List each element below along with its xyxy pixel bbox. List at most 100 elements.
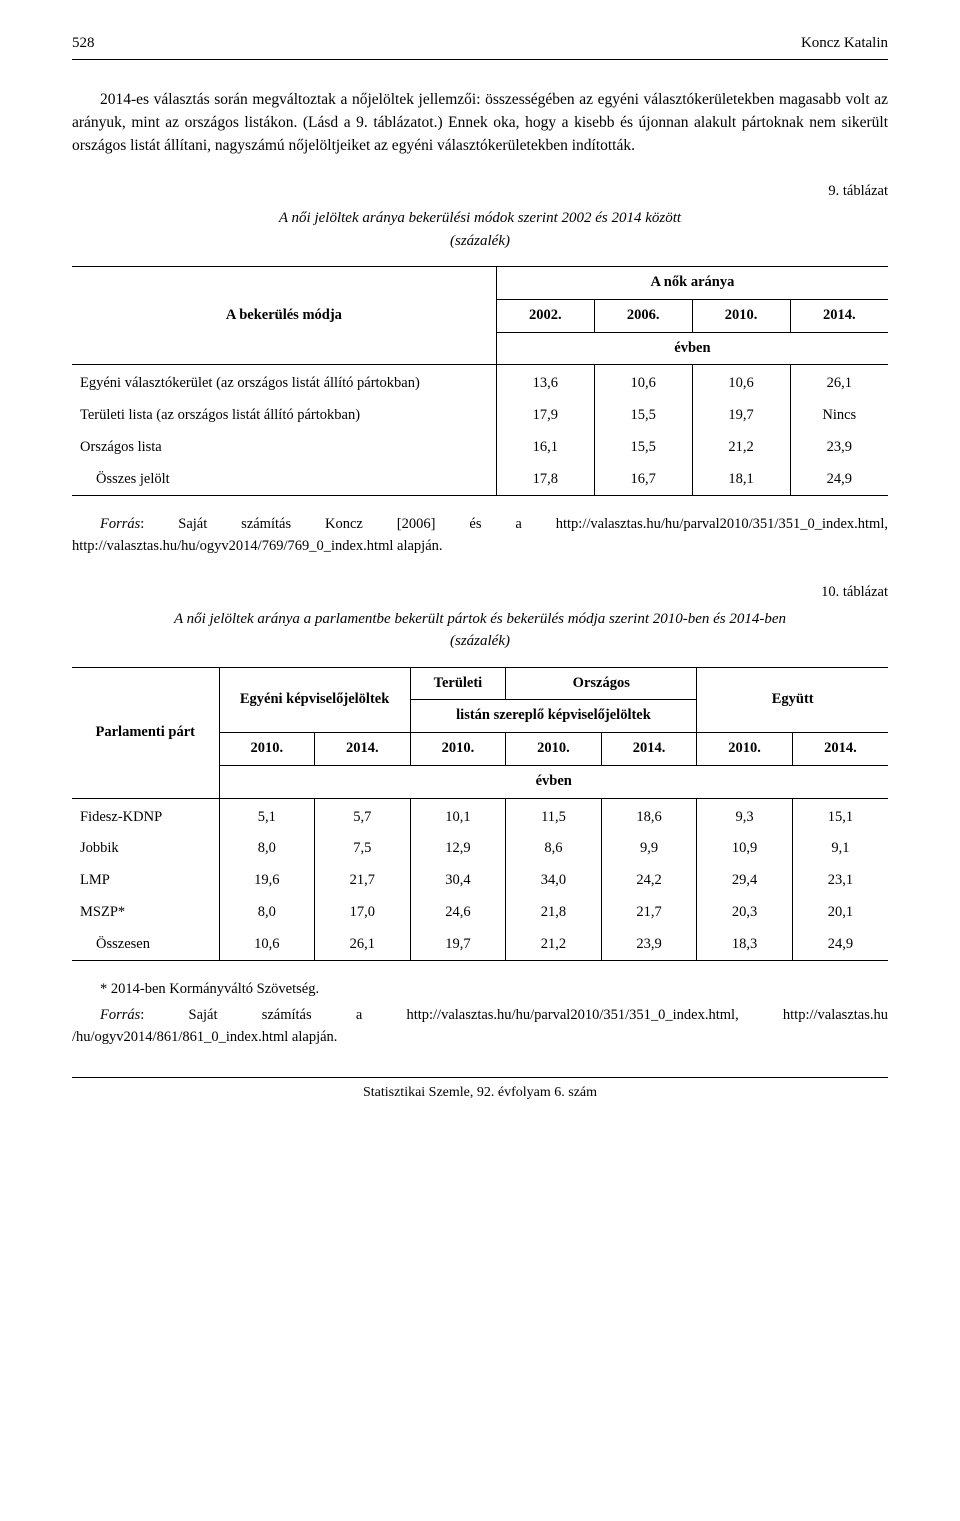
- table10-cell: 7,5: [315, 833, 411, 865]
- table9-cell: 15,5: [594, 400, 692, 432]
- source1-text: : Saját számítás Koncz [2006] és a http:…: [72, 516, 888, 554]
- table10-cell: 8,0: [219, 833, 315, 865]
- table10-cell: 21,2: [506, 929, 602, 961]
- table10-cell: 21,7: [315, 865, 411, 897]
- table10-rowlabel: Összesen: [72, 929, 219, 961]
- table9-cell: 10,6: [594, 365, 692, 400]
- table10-cell: 10,6: [219, 929, 315, 961]
- source1-label: Forrás: [100, 516, 140, 532]
- table9-cell: 26,1: [790, 365, 888, 400]
- table10-cell: 15,1: [792, 798, 888, 833]
- table10-rowlabel: Jobbik: [72, 833, 219, 865]
- table9-source: Forrás: Saját számítás Koncz [2006] és a…: [72, 514, 888, 558]
- body-paragraph-1: 2014-es választás során megváltoztak a n…: [72, 88, 888, 158]
- table10-y6: 2014.: [792, 733, 888, 766]
- source2-text: : Saját számítás a http://valasztas.hu/h…: [72, 1007, 888, 1045]
- table9-title: A női jelöltek aránya bekerülési módok s…: [72, 207, 888, 252]
- table9-cell: 16,1: [496, 432, 594, 464]
- table-row: Összes jelölt17,816,718,124,9: [72, 464, 888, 496]
- table9-year-2: 2010.: [692, 299, 790, 332]
- table10-cell: 34,0: [506, 865, 602, 897]
- table10-cell: 29,4: [697, 865, 793, 897]
- table9-cell: 24,9: [790, 464, 888, 496]
- table9-cell: 13,6: [496, 365, 594, 400]
- table10-cell: 12,9: [410, 833, 506, 865]
- table-row: LMP19,621,730,434,024,229,423,1: [72, 865, 888, 897]
- table10-cell: 20,3: [697, 897, 793, 929]
- table9-rowheader: A bekerülés módja: [72, 267, 496, 365]
- table9-cell: 10,6: [692, 365, 790, 400]
- table10-cell: 10,1: [410, 798, 506, 833]
- table10-cell: 20,1: [792, 897, 888, 929]
- table10-group2-sub: listán szereplő képviselőjelöltek: [410, 700, 697, 733]
- page-footer: Statisztikai Szemle, 92. évfolyam 6. szá…: [72, 1077, 888, 1103]
- table10-rowheader: Parlamenti párt: [72, 667, 219, 798]
- table-row: Fidesz-KDNP5,15,710,111,518,69,315,1: [72, 798, 888, 833]
- table9-year-1: 2006.: [594, 299, 692, 332]
- table10-cell: 21,8: [506, 897, 602, 929]
- table10-cell: 9,3: [697, 798, 793, 833]
- table10: Parlamenti párt Egyéni képviselőjelöltek…: [72, 667, 888, 962]
- table9-subhead: évben: [496, 332, 888, 365]
- table10-cell: 11,5: [506, 798, 602, 833]
- table10-y5: 2010.: [697, 733, 793, 766]
- table10-title: A női jelöltek aránya a parlamentbe beke…: [72, 608, 888, 653]
- table10-cell: 17,0: [315, 897, 411, 929]
- table10-y1: 2014.: [315, 733, 411, 766]
- table10-source: Forrás: Saját számítás a http://valaszta…: [72, 1005, 888, 1049]
- table10-group-teruleti: Területi: [410, 667, 506, 700]
- table9-cell: Nincs: [790, 400, 888, 432]
- table10-cell: 9,1: [792, 833, 888, 865]
- table9-rowlabel: Országos lista: [72, 432, 496, 464]
- table10-cell: 9,9: [601, 833, 697, 865]
- table10-title-line2: (százalék): [450, 633, 510, 649]
- table10-cell: 5,7: [315, 798, 411, 833]
- table9-cell: 17,9: [496, 400, 594, 432]
- table10-cell: 18,6: [601, 798, 697, 833]
- table9-cell: 18,1: [692, 464, 790, 496]
- table10-subhead: évben: [219, 765, 888, 798]
- page-header: 528 Koncz Katalin: [72, 32, 888, 60]
- table10-group-orszagos: Országos: [506, 667, 697, 700]
- table10-title-line1: A női jelöltek aránya a parlamentbe beke…: [174, 611, 786, 627]
- table10-cell: 24,9: [792, 929, 888, 961]
- table10-rowlabel: MSZP*: [72, 897, 219, 929]
- table9-cell: 16,7: [594, 464, 692, 496]
- table9-year-0: 2002.: [496, 299, 594, 332]
- table10-cell: 8,0: [219, 897, 315, 929]
- table10-cell: 24,6: [410, 897, 506, 929]
- table10-cell: 30,4: [410, 865, 506, 897]
- table-row: Egyéni választókerület (az országos list…: [72, 365, 888, 400]
- table9-cell: 15,5: [594, 432, 692, 464]
- table9-year-3: 2014.: [790, 299, 888, 332]
- table10-cell: 23,1: [792, 865, 888, 897]
- table9-rowlabel: Összes jelölt: [72, 464, 496, 496]
- table9-cell: 21,2: [692, 432, 790, 464]
- table10-cell: 24,2: [601, 865, 697, 897]
- table10-rowlabel: Fidesz-KDNP: [72, 798, 219, 833]
- table9-rowlabel: Területi lista (az országos listát állít…: [72, 400, 496, 432]
- table9-number: 9. táblázat: [72, 181, 888, 203]
- table-row: Területi lista (az országos listát állít…: [72, 400, 888, 432]
- table-row: MSZP*8,017,024,621,821,720,320,1: [72, 897, 888, 929]
- table9-cell: 17,8: [496, 464, 594, 496]
- table-row: Országos lista16,115,521,223,9: [72, 432, 888, 464]
- table10-group-egyeni: Egyéni képviselőjelöltek: [219, 667, 410, 733]
- header-author: Koncz Katalin: [801, 32, 888, 55]
- footnote-star: * 2014-ben Kormányváltó Szövetség.: [72, 979, 888, 1001]
- table9-cell: 23,9: [790, 432, 888, 464]
- table9-cell: 19,7: [692, 400, 790, 432]
- table10-cell: 18,3: [697, 929, 793, 961]
- table9-title-line2: (százalék): [450, 233, 510, 249]
- page-number: 528: [72, 32, 95, 55]
- table10-y0: 2010.: [219, 733, 315, 766]
- table10-cell: 23,9: [601, 929, 697, 961]
- table-row: Jobbik8,07,512,98,69,910,99,1: [72, 833, 888, 865]
- table10-cell: 8,6: [506, 833, 602, 865]
- source2-label: Forrás: [100, 1007, 140, 1023]
- table9-rowlabel: Egyéni választókerület (az országos list…: [72, 365, 496, 400]
- table10-rowlabel: LMP: [72, 865, 219, 897]
- table10-cell: 26,1: [315, 929, 411, 961]
- table10-y2: 2010.: [410, 733, 506, 766]
- table10-group-egyutt: Együtt: [697, 667, 888, 733]
